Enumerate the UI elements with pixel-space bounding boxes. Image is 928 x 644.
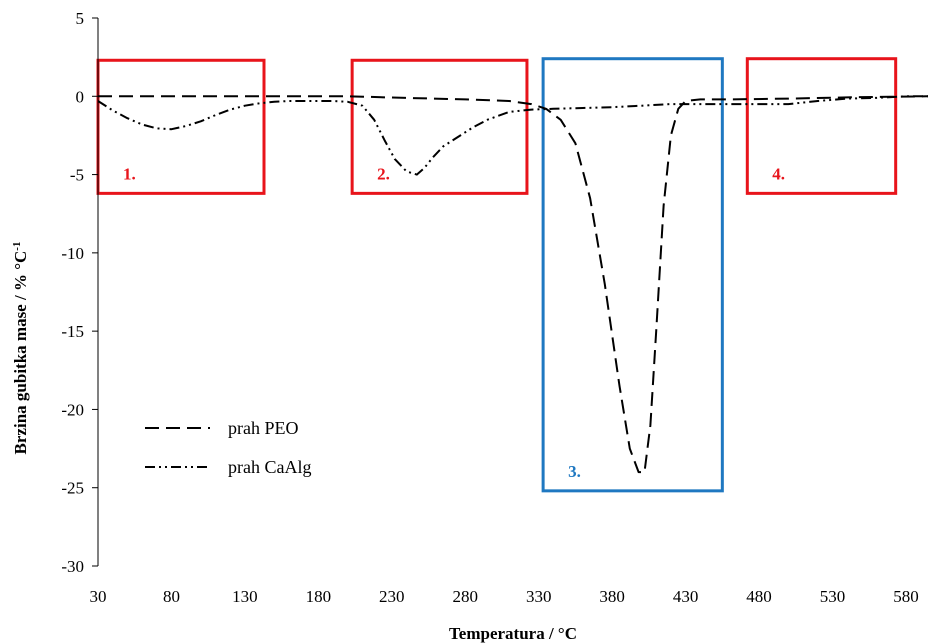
x-tick-label: 230 [379,587,405,606]
y-tick-label: -25 [61,479,84,498]
y-axis-title-main: Brzina gubitka mase / % °C [11,251,30,455]
region-label-3: 3. [568,462,581,481]
y-tick-label: 5 [76,9,85,28]
region-box-3 [541,57,724,493]
y-tick-label: -20 [61,400,84,419]
legend-label-caalg: prah CaAlg [228,457,311,477]
series-line-caalg [97,95,928,176]
x-tick-label: 80 [163,587,180,606]
legend: prah PEO prah CaAlg [145,418,311,477]
region-label-2: 2. [377,164,390,183]
region-box-2 [350,58,529,195]
x-tick-label: 280 [453,587,479,606]
y-axis-title-superscript: -1 [11,242,23,251]
x-tick-label: 330 [526,587,552,606]
y-ticks: 5 0 -5 -10 -15 -20 -25 -30 [61,9,98,576]
x-tick-label: 180 [306,587,332,606]
y-tick-label: -10 [61,244,84,263]
region-box-4 [745,57,898,195]
series-lines [97,95,928,474]
series-line-peo [98,95,928,474]
legend-label-peo: prah PEO [228,418,299,438]
region-label-1: 1. [123,164,136,183]
x-tick-label: 580 [893,587,919,606]
y-tick-label: -15 [61,322,84,341]
y-tick-label: -30 [61,557,84,576]
y-axis-title: Brzina gubitka mase / % °C-1 [11,242,30,455]
y-tick-label: -5 [70,166,84,185]
region-boxes: 1. 2. 3. 4. [96,57,898,493]
x-tick-label: 430 [673,587,699,606]
x-tick-label: 380 [599,587,625,606]
x-tick-label: 30 [90,587,107,606]
x-ticks: 30 80 130 180 230 280 330 380 430 480 530 580 [90,587,919,606]
x-axis-title: Temperatura / °C [449,624,577,643]
x-tick-label: 480 [746,587,772,606]
y-tick-label: 0 [76,87,85,106]
x-tick-label: 130 [232,587,258,606]
region-label-4: 4. [772,164,785,183]
x-tick-label: 530 [820,587,846,606]
